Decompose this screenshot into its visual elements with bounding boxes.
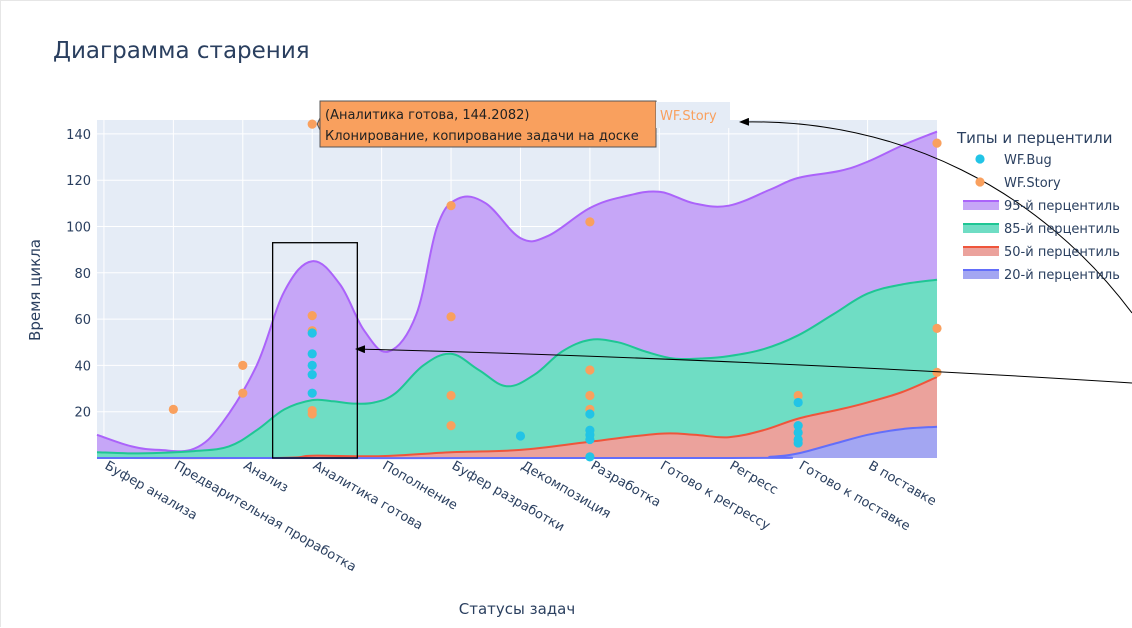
story-point [585,390,595,401]
annotations [271,117,1132,459]
legend-marker [975,154,985,164]
hover-pointer-cover [321,119,324,129]
y-tick-label: 60 [74,313,91,328]
area-fill [97,426,937,459]
x-tick-label: Регресс [727,458,781,498]
bug-point [793,420,803,431]
hover-tag-box [656,102,730,128]
legend-item-label: WF.Story [1004,176,1061,191]
bug-point [585,452,595,462]
arrow-to-box [355,345,1132,384]
y-tick-label: 80 [74,267,91,282]
story-point [585,365,595,375]
bug-point [307,388,317,398]
legend-item-label: WF.Bug [1004,153,1052,168]
y-axis-label: Время цикла [26,239,44,341]
legend-item-label: 85-й перцентиль [1004,222,1120,237]
story-point [307,409,317,419]
bug-point [585,434,595,445]
arrow-to-tooltip [739,117,1132,314]
area-fill [97,279,937,458]
hover-box [319,100,657,148]
hover-line-2: Клонирование, копирование задачи на доск… [325,129,639,144]
scatter-points [168,119,942,462]
hover-pointer [316,117,321,131]
y-tick-label: 120 [66,174,91,189]
y-tick-label: 40 [74,359,91,374]
story-point [446,420,456,431]
bug-point [307,328,317,338]
legend-item-label: 50-й перцентиль [1004,245,1120,260]
story-point [446,201,456,211]
x-axis-label: Статусы задач [458,600,576,618]
bug-point [793,438,803,448]
story-point [585,217,595,227]
y-tick-label: 100 [66,220,91,235]
story-point [446,390,456,401]
story-point [238,388,248,398]
bug-point [515,431,526,441]
legend-title: Типы и перцентили [956,129,1112,147]
story-point [932,138,942,148]
x-tick-label: Буфер разработки [449,458,567,535]
legend-swatch [963,201,999,210]
x-tick-label: Готово к поставке [796,458,912,534]
bug-point [307,360,317,370]
story-point [307,311,317,321]
bug-point [793,397,803,408]
bug-point [585,409,595,419]
hover-label: (Аналитика готова, 144.2082) Клонирование… [316,100,730,148]
legend: Типы и перцентили WF.Bug WF.Story 95-й перц… [956,129,1120,283]
hover-line-1: (Аналитика готова, 144.2082) [325,108,529,123]
legend-swatch [963,247,999,256]
story-point [446,312,456,322]
story-point [932,367,942,377]
bug-point [307,370,317,380]
y-tick-label: 140 [66,128,91,143]
y-tick-labels: 20 40 60 80 100 120 140 [66,128,91,421]
story-point [238,360,248,370]
story-point [793,390,803,401]
story-point [307,119,317,129]
bug-point [307,349,317,359]
legend-swatch [963,224,999,233]
x-tick-label: Анализ [241,458,291,496]
legend-marker [975,177,985,187]
percentile-line [96,376,938,460]
y-tick-label: 20 [74,406,91,421]
legend-swatch [963,270,999,279]
story-point [168,404,178,414]
bug-point [793,427,803,438]
hover-series-tag: WF.Story [660,109,717,124]
percentile-line [96,278,938,455]
chart-title: Диаграмма старения [53,38,310,64]
legend-item-label: 95-й перцентиль [1004,199,1120,214]
legend-item-label: 20-й перцентиль [1004,268,1120,283]
percentile-line [96,425,938,460]
story-point [932,323,942,333]
